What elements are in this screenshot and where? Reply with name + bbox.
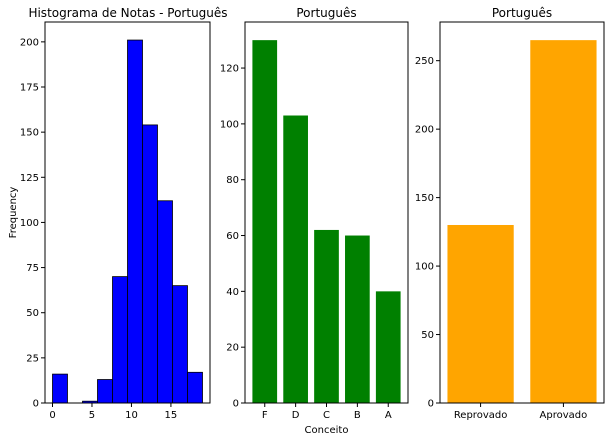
y-tick-label: 150 [20, 128, 39, 139]
x-tick-label: B [354, 410, 361, 421]
conceito-title: Português [296, 6, 356, 20]
y-tick-label: 125 [20, 173, 39, 184]
aprovacao-x-ticks: Reprovado Aprovado [454, 403, 587, 421]
histogram-y-ticks: 0 25 50 75 100 125 150 175 200 [20, 37, 45, 410]
x-tick-label: D [292, 410, 300, 421]
aprovacao-frame [439, 21, 605, 404]
bar-c [314, 229, 339, 403]
histogram-title: Histograma de Notas - Português [28, 6, 227, 20]
y-tick-label: 0 [233, 399, 239, 410]
x-tick-label: Aprovado [540, 410, 588, 421]
y-tick-label: 100 [415, 262, 434, 273]
y-tick-label: 0 [428, 399, 434, 410]
histogram-bar [157, 200, 173, 404]
histogram-frame [44, 21, 211, 404]
histogram-x-ticks: 0 5 10 15 [49, 403, 177, 421]
histogram-bar [97, 379, 113, 404]
histogram-panel: 0 5 10 15 0 25 50 75 100 125 150 175 200 Histograma… [8, 6, 228, 421]
x-tick-label: 15 [165, 410, 178, 421]
conceito-frame [244, 21, 409, 404]
x-tick-label: 0 [49, 410, 55, 421]
bar-b [345, 235, 370, 403]
x-tick-label: Reprovado [454, 410, 508, 421]
y-tick-label: 0 [33, 399, 39, 410]
bar-reprovado [447, 224, 514, 403]
y-tick-label: 175 [20, 83, 39, 94]
histogram-bar [172, 285, 188, 404]
conceito-bars [252, 40, 401, 404]
x-tick-label: 10 [125, 410, 138, 421]
bar-aprovado [530, 40, 597, 404]
bar-f [252, 40, 278, 404]
y-tick-label: 60 [226, 231, 239, 242]
aprovacao-title: Português [492, 6, 552, 20]
x-tick-label: C [323, 410, 330, 421]
histogram-bar [127, 39, 143, 404]
x-tick-label: 5 [89, 410, 95, 421]
y-tick-label: 100 [20, 218, 39, 229]
y-tick-label: 100 [220, 119, 239, 130]
conceito-y-ticks: 0 20 40 60 80 100 120 [220, 64, 245, 410]
histogram-bar [187, 371, 203, 404]
y-tick-label: 120 [220, 64, 239, 75]
aprovacao-panel: Reprovado Aprovado 0 50 100 150 200 250 Portug… [415, 6, 605, 421]
y-tick-label: 50 [26, 308, 39, 319]
bar-d [283, 115, 308, 403]
histogram-bar [112, 276, 128, 404]
histogram-bar [52, 373, 68, 404]
x-tick-label: A [385, 410, 392, 421]
y-tick-label: 250 [415, 56, 434, 67]
y-tick-label: 200 [20, 37, 39, 48]
histogram-bar [142, 124, 158, 404]
conceito-x-axis-label: Conceito [305, 425, 349, 436]
y-tick-label: 75 [26, 263, 39, 274]
y-tick-label: 80 [226, 175, 239, 186]
y-tick-label: 150 [415, 193, 434, 204]
aprovacao-bars [447, 40, 597, 404]
y-tick-label: 25 [26, 353, 39, 364]
y-tick-label: 50 [421, 330, 434, 341]
y-tick-label: 20 [226, 343, 239, 354]
histogram-y-axis-label: Frequency [8, 187, 19, 239]
y-tick-label: 40 [226, 287, 239, 298]
x-tick-label: F [262, 410, 268, 421]
bar-a [375, 291, 401, 403]
conceito-panel: F D C B A 0 20 40 60 80 100 120 Português Conceito [220, 6, 409, 436]
histogram-bars [52, 39, 203, 404]
y-tick-label: 200 [415, 125, 434, 136]
aprovacao-y-ticks: 0 50 100 150 200 250 [415, 56, 440, 410]
